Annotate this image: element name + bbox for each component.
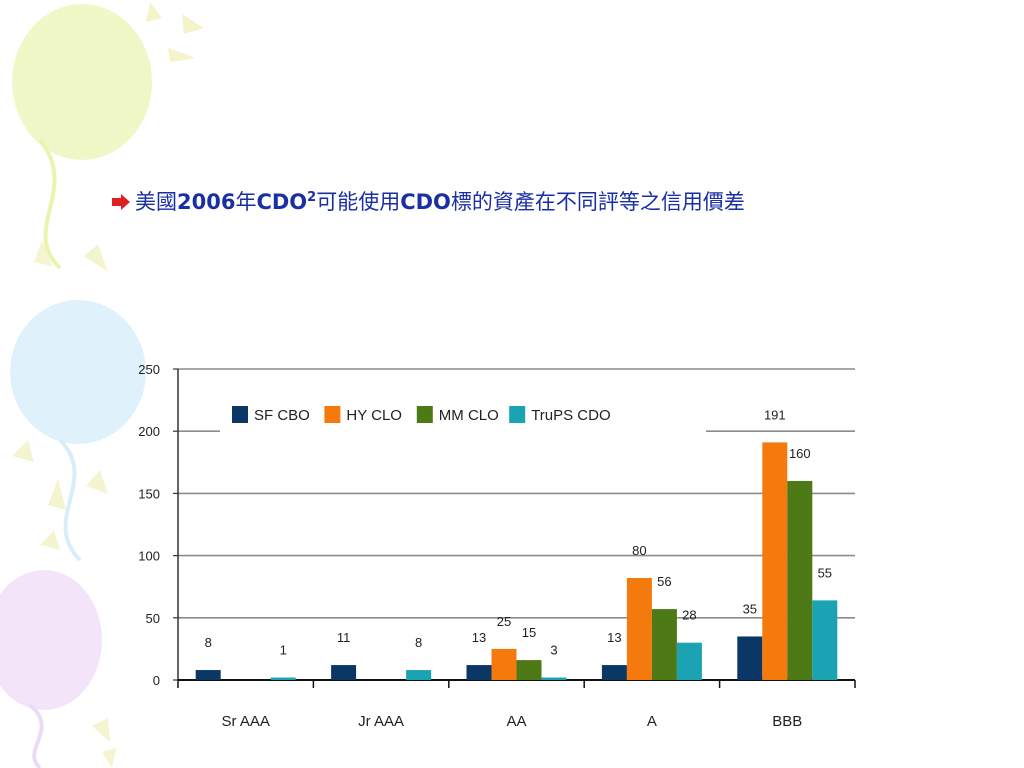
data-label: 160 (789, 446, 811, 461)
bar (516, 660, 542, 680)
bar (541, 677, 567, 680)
bar (626, 577, 652, 680)
y-tick-label: 250 (138, 362, 160, 377)
bar (466, 665, 492, 680)
data-label: 56 (657, 574, 671, 589)
legend-swatch (232, 406, 248, 423)
data-label: 28 (682, 608, 696, 623)
data-label: 13 (472, 630, 486, 645)
legend-label: HY CLO (346, 407, 402, 424)
title-year: 2006 (177, 190, 236, 214)
data-label: 13 (607, 630, 621, 645)
title-text-4: 標的資產在不同評等之信用價差 (450, 190, 745, 214)
y-tick-label: 200 (138, 424, 160, 439)
data-label: 11 (337, 630, 351, 645)
chart-panel: 0 50 100 150 200 250 Sr AAA Jr AAA AA A BBB 8 11 13 13… (108, 340, 868, 750)
title-text-3: 可能使用 (316, 190, 401, 214)
legend-box (220, 394, 706, 440)
bar (601, 665, 627, 680)
title-text-2: 年 (235, 190, 257, 214)
y-tick-label: 100 (138, 549, 160, 564)
title-text-1: 美國 (135, 190, 177, 214)
data-label: 25 (497, 614, 511, 629)
data-label: 3 (550, 643, 557, 658)
legend-swatch (509, 406, 526, 423)
x-tick-label: BBB (772, 713, 802, 730)
y-tick-label: 150 (138, 486, 160, 501)
bar (491, 648, 517, 680)
legend-label: SF CBO (254, 407, 310, 424)
data-label: 191 (764, 407, 786, 422)
data-label: 8 (415, 635, 422, 650)
bar (331, 665, 357, 680)
bar (762, 442, 788, 680)
x-tick-label: Jr AAA (358, 713, 404, 730)
data-label: 35 (743, 601, 757, 616)
data-label: 55 (818, 565, 832, 580)
bar (195, 670, 221, 680)
bar (406, 670, 432, 680)
bar (651, 609, 677, 680)
bar (812, 600, 838, 680)
legend-label: MM CLO (439, 407, 499, 424)
slide-title: 美國2006年CDO2可能使用CDO標的資產在不同評等之信用價差 (112, 186, 745, 216)
data-label: 80 (632, 543, 646, 558)
legend-label: TruPS CDO (531, 407, 610, 424)
legend-swatch (416, 406, 433, 423)
title-cdo: CDO (256, 190, 308, 214)
bar (676, 642, 702, 680)
x-tick-label: Sr AAA (222, 713, 270, 730)
x-tick-label: AA (506, 713, 526, 730)
data-label: 1 (280, 643, 287, 658)
title-cdo-2: CDO (400, 190, 451, 214)
title-superscript: 2 (307, 190, 317, 205)
legend-swatch (324, 406, 341, 423)
data-label: 15 (522, 625, 536, 640)
bar (270, 677, 296, 680)
bar (787, 480, 813, 680)
data-label: 8 (205, 635, 212, 650)
y-tick-label: 50 (146, 611, 160, 626)
x-tick-label: A (647, 713, 657, 730)
bar (737, 636, 763, 680)
y-tick-label: 0 (153, 673, 160, 688)
arrow-bullet-icon (112, 191, 130, 215)
